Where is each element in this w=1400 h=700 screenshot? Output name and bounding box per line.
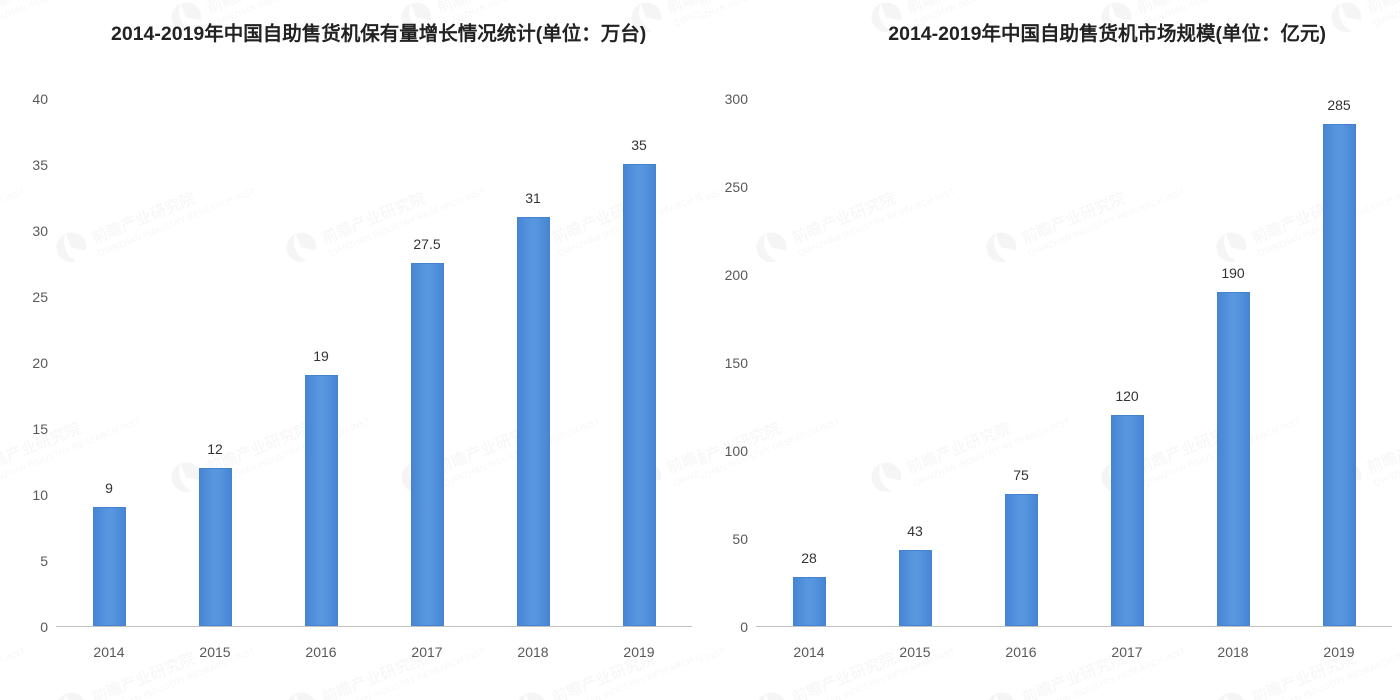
svg-text:QIANZHAN INDUSTRY RESEARCH INS: QIANZHAN INDUSTRY RESEARCH INSTITUTE: [0, 176, 45, 258]
svg-text:QIANZHAN INDUSTRY RESEARCH INS: QIANZHAN INDUSTRY RESEARCH INSTITUTE: [700, 0, 860, 28]
svg-text:QIANZHAN INDUSTRY RESEARCH INS: QIANZHAN INDUSTRY RESEARCH INSTITUTE: [0, 636, 45, 700]
svg-text:QIANZHAN INDUSTRY RESEARCH INS: QIANZHAN INDUSTRY RESEARCH INSTITUTE: [700, 636, 745, 700]
